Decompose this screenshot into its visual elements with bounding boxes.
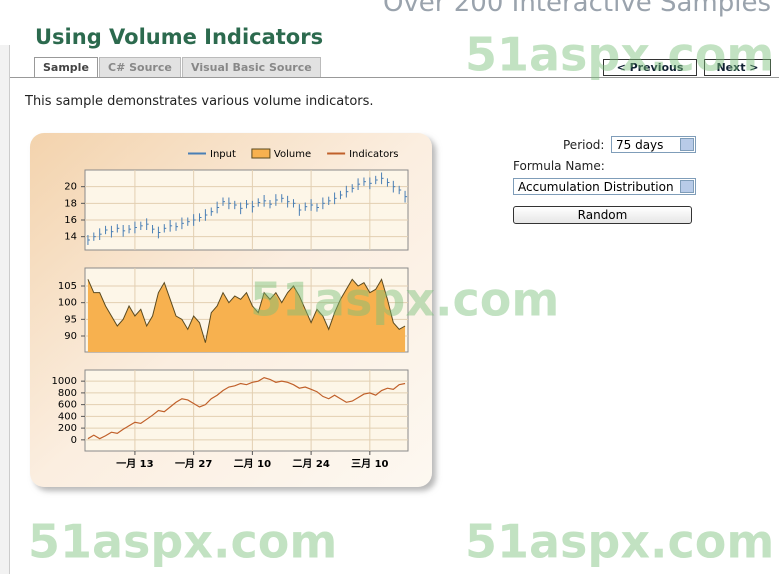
tab[interactable]: Sample [34,57,98,77]
y-tick-label: 600 [58,400,77,411]
area [87,279,406,352]
y-tick-label: 20 [64,182,77,193]
page-title: Using Volume Indicators [35,25,324,49]
watermark: 51aspx.com [465,28,774,82]
y-tick-label: 1000 [52,376,77,387]
y-tick-label: 105 [58,281,77,292]
y-tick-label: 14 [64,232,77,243]
legend-label: Input [210,149,236,160]
legend-label: Indicators [349,149,398,160]
watermark: 51aspx.com [465,515,774,569]
period-select[interactable]: 75 days [611,136,696,153]
scrollbar[interactable] [0,45,10,574]
banner: Over 200 Interactive Samples [382,0,771,18]
plot-area [84,369,409,452]
legend-label: Volume [274,149,311,160]
y-tick-label: 90 [64,331,77,342]
y-tick-label: 800 [58,388,77,399]
watermark: 51aspx.com [28,515,337,569]
y-tick-label: 200 [58,423,77,434]
divider [10,77,779,78]
description: This sample demonstrates various volume … [25,94,374,109]
previous-button[interactable]: < Previous [603,59,697,76]
x-tick-label: 二月 10 [234,458,271,470]
plot-area [84,169,409,251]
tab[interactable]: Visual Basic Source [182,57,321,77]
period-label: Period: [563,138,605,152]
formula-select[interactable]: Accumulation Distribution [513,178,696,195]
formula-label: Formula Name: [513,159,605,173]
y-tick-label: 0 [71,435,77,446]
x-tick-label: 一月 27 [175,458,212,470]
y-tick-label: 100 [58,298,77,309]
watermark: 51aspx.com [250,273,559,327]
y-tick-label: 18 [64,198,77,209]
y-tick-label: 16 [64,215,77,226]
y-tick-label: 95 [64,314,77,325]
x-tick-label: 一月 13 [116,458,153,470]
random-button[interactable]: Random [513,206,692,224]
tab[interactable]: C# Source [99,57,181,77]
x-tick-label: 二月 24 [292,458,329,470]
x-tick-label: 三月 10 [351,458,388,470]
area-line [87,278,406,343]
line [87,376,406,440]
y-tick-label: 400 [58,411,77,422]
next-button[interactable]: Next > [704,59,771,76]
legend-swatch [251,148,271,159]
